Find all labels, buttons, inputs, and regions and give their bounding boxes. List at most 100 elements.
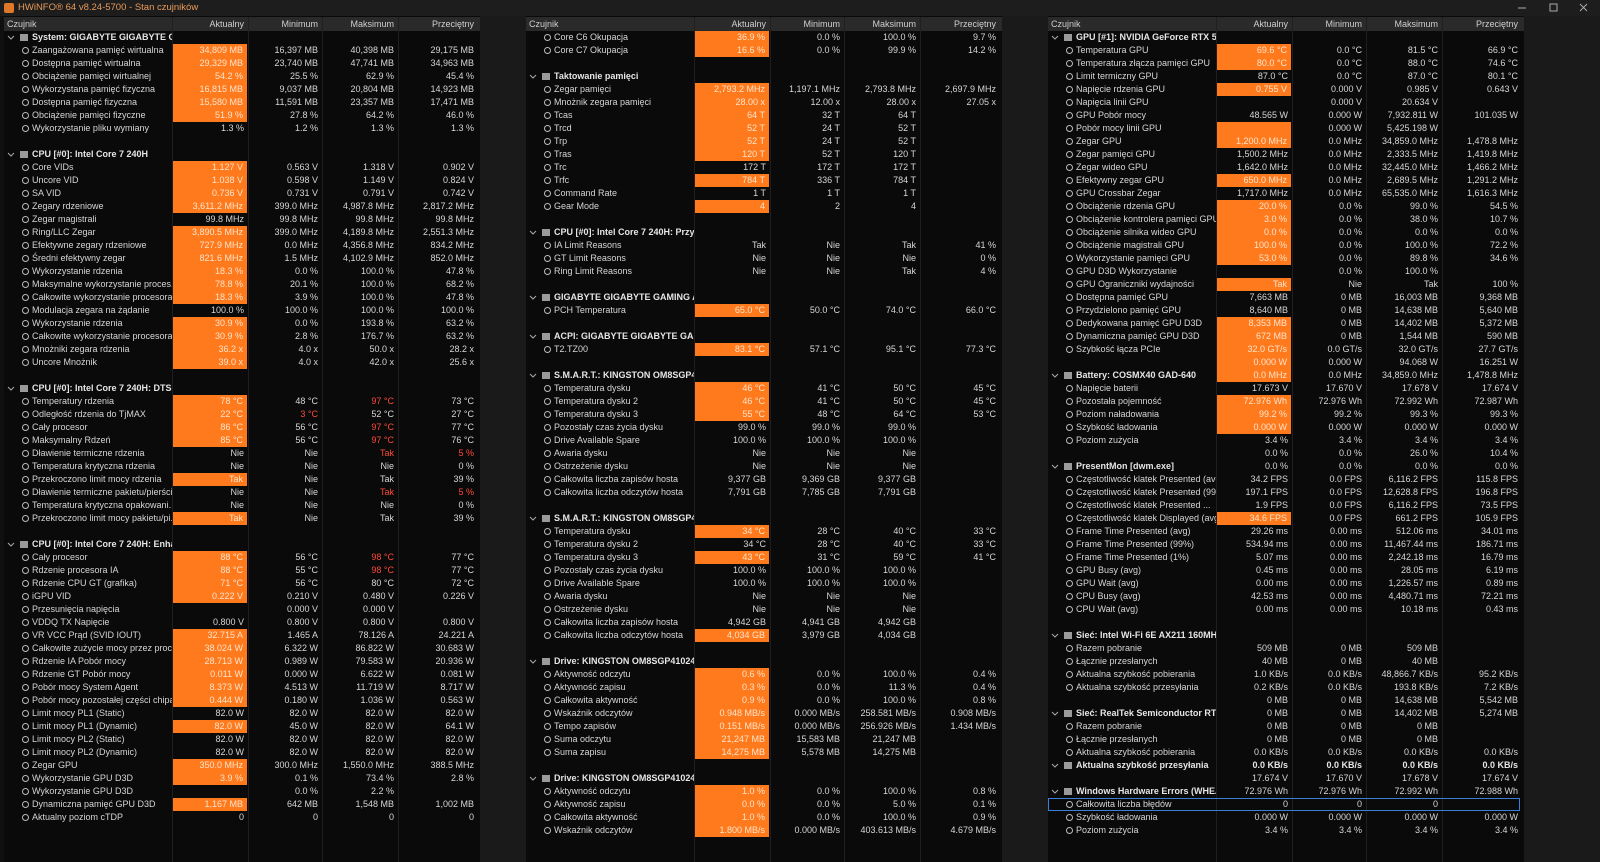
sensor-name: Temperatura złącza pamięci GPU: [1076, 58, 1211, 68]
column-title[interactable]: Przeciętny: [953, 19, 996, 29]
collapse-toggle[interactable]: [7, 148, 15, 165]
collapse-toggle[interactable]: [529, 655, 537, 672]
column-title[interactable]: Aktualny: [209, 19, 244, 29]
section-title[interactable]: System: GIGABYTE GIGABYTE GAMING A16 PRO…: [32, 32, 172, 42]
section-title[interactable]: Sieć: RealTek Semiconductor RTL8...: [1076, 708, 1216, 718]
column-title[interactable]: Maksimum: [350, 19, 394, 29]
sensor-value: 99.2 %: [1217, 408, 1291, 421]
section-title[interactable]: Drive: KINGSTON OM8SGP41024K2-C00 (50026…: [554, 656, 694, 666]
sensor-value: 0.0 %: [816, 812, 840, 822]
sensor-value: 14,402 MB: [1394, 708, 1438, 718]
collapse-toggle[interactable]: [529, 369, 537, 386]
sensor-value: 0.731 V: [286, 188, 318, 198]
section-title[interactable]: CPU [#0]: Intel Core 7 240H: [32, 149, 149, 159]
column-title[interactable]: Aktualny: [1253, 19, 1288, 29]
section-icon: [20, 385, 28, 392]
sensor-name: Efektywny zegar GPU: [1076, 175, 1165, 185]
section-title[interactable]: Taktowanie pamięci: [554, 71, 639, 81]
sensor-value: 38.0 %: [1409, 214, 1438, 224]
sensor-name: Cały procesor: [32, 552, 88, 562]
sensor-value: 34.6 FPS: [1217, 512, 1291, 525]
section-title[interactable]: Aktualna szybkość przesyłania: [1076, 760, 1209, 770]
section-title[interactable]: Battery: COSMX40 GAD-640: [1076, 370, 1197, 380]
section-title[interactable]: S.M.A.R.T.: KINGSTON OM8SGP41024K2-C00 (…: [554, 513, 694, 523]
collapse-toggle[interactable]: [1051, 369, 1059, 386]
column-title[interactable]: Przeciętny: [431, 19, 474, 29]
sensor-name: Łącznie przesłanych: [1076, 656, 1158, 666]
section-title[interactable]: CPU [#0]: Intel Core 7 240H: DTS: [32, 383, 172, 393]
collapse-toggle[interactable]: [1051, 31, 1059, 48]
sensor-name: Całkowita liczba błędów: [1076, 799, 1172, 809]
collapse-toggle[interactable]: [1051, 707, 1059, 724]
sensor-name: GPU Pobór mocy: [1076, 110, 1147, 120]
sensor-value: 0.00 ms: [1329, 539, 1362, 549]
sensor-value: 82.0 W: [215, 708, 244, 718]
collapse-toggle[interactable]: [529, 772, 537, 789]
sensor-value: 4.679 MB/s: [950, 825, 996, 835]
collapse-toggle[interactable]: [529, 226, 537, 243]
sensor-value: 99.8 MHz: [205, 214, 244, 224]
section-icon: [542, 658, 550, 665]
sensor-value: 650.0 MHz: [1217, 174, 1291, 187]
sensor-icon: [22, 489, 29, 496]
chevron: [1051, 35, 1059, 40]
sensor-value: 821.6 MHz: [173, 252, 247, 265]
sensor-value: 28.00 x: [695, 96, 769, 109]
column-title[interactable]: Czujnik: [529, 19, 559, 29]
column-title[interactable]: Minimum: [803, 19, 840, 29]
sensor-value: 115.8 FPS: [1476, 474, 1518, 484]
column-title[interactable]: Minimum: [281, 19, 318, 29]
sensor-name: Gear Mode: [554, 201, 600, 211]
section-title[interactable]: CPU [#0]: Intel Core 7 240H: Przyczyny o…: [554, 227, 694, 237]
section-icon: [1064, 710, 1072, 717]
section-title[interactable]: ACPI: GIGABYTE GIGABYTE GAMING A16 PRO D…: [554, 331, 694, 341]
sensor-value: 1,167 MB: [173, 798, 247, 811]
sensor-value: 100.0 %: [360, 266, 394, 276]
column-title[interactable]: Maksimum: [1394, 19, 1438, 29]
section-title[interactable]: Drive: KINGSTON OM8SGP41024K2-C00 (50026…: [554, 773, 694, 783]
column-title[interactable]: Aktualny: [731, 19, 766, 29]
sensor-value: 82.0 W: [289, 747, 318, 757]
sensor-value: 1,002 MB: [435, 799, 474, 809]
column-title[interactable]: Maksimum: [872, 19, 916, 29]
collapse-toggle[interactable]: [7, 538, 15, 555]
section-title[interactable]: Sieć: Intel Wi-Fi 6E AX211 160MHz...: [1076, 630, 1216, 640]
sensor-value: 350.0 MHz: [173, 759, 247, 772]
column-title[interactable]: Czujnik: [7, 19, 37, 29]
sensor-value: 2,793.2 MHz: [695, 83, 769, 96]
sensor-name: Aktywność odczytu: [554, 786, 631, 796]
section-title[interactable]: CPU [#0]: Intel Core 7 240H: Enhanced: [32, 539, 172, 549]
section-title[interactable]: S.M.A.R.T.: KINGSTON OM8SGP41024K2-C00 (…: [554, 370, 694, 380]
sensor-value: 66.0 °C: [965, 305, 996, 315]
window-controls[interactable]: [1480, 0, 1600, 16]
collapse-toggle[interactable]: [529, 291, 537, 308]
selected-row[interactable]: [1048, 798, 1520, 811]
section-title[interactable]: Windows Hardware Errors (WHEA): [1076, 786, 1216, 796]
column-title[interactable]: Przeciętny: [1475, 19, 1518, 29]
sensor-name: VDDQ TX Napięcie: [32, 617, 110, 627]
collapse-toggle[interactable]: [529, 70, 537, 87]
collapse-toggle[interactable]: [1051, 460, 1059, 477]
collapse-toggle[interactable]: [529, 512, 537, 529]
sensor-icon: [1066, 229, 1073, 236]
sensor-value: 34.01 ms: [1480, 526, 1518, 536]
section-title[interactable]: GIGABYTE GIGABYTE GAMING A16 PRO DYH (In…: [554, 292, 694, 302]
collapse-toggle[interactable]: [7, 382, 15, 399]
sensor-icon: [22, 177, 29, 184]
column-title[interactable]: Czujnik: [1051, 19, 1081, 29]
collapse-toggle[interactable]: [1051, 785, 1059, 802]
collapse-toggle[interactable]: [529, 330, 537, 347]
sensor-value: 73.4 %: [365, 773, 394, 783]
sensor-name: Ring Limit Reasons: [554, 266, 633, 276]
collapse-toggle[interactable]: [7, 31, 15, 48]
collapse-toggle[interactable]: [1051, 759, 1059, 776]
sensor-name: Pozostały czas życia dysku: [554, 565, 664, 575]
sensor-value: 0.736 V: [173, 187, 247, 200]
collapse-toggle[interactable]: [1051, 629, 1059, 646]
column-title[interactable]: Minimum: [1325, 19, 1362, 29]
section-title[interactable]: PresentMon [dwm.exe]: [1076, 461, 1175, 471]
sensor-value: 14,638 MB: [1394, 305, 1438, 315]
sensor-icon: [1066, 73, 1073, 80]
section-title[interactable]: GPU [#1]: NVIDIA GeForce RTX 5080 Laptop: [1076, 32, 1216, 42]
sensor-value: 0.824 V: [442, 175, 474, 185]
